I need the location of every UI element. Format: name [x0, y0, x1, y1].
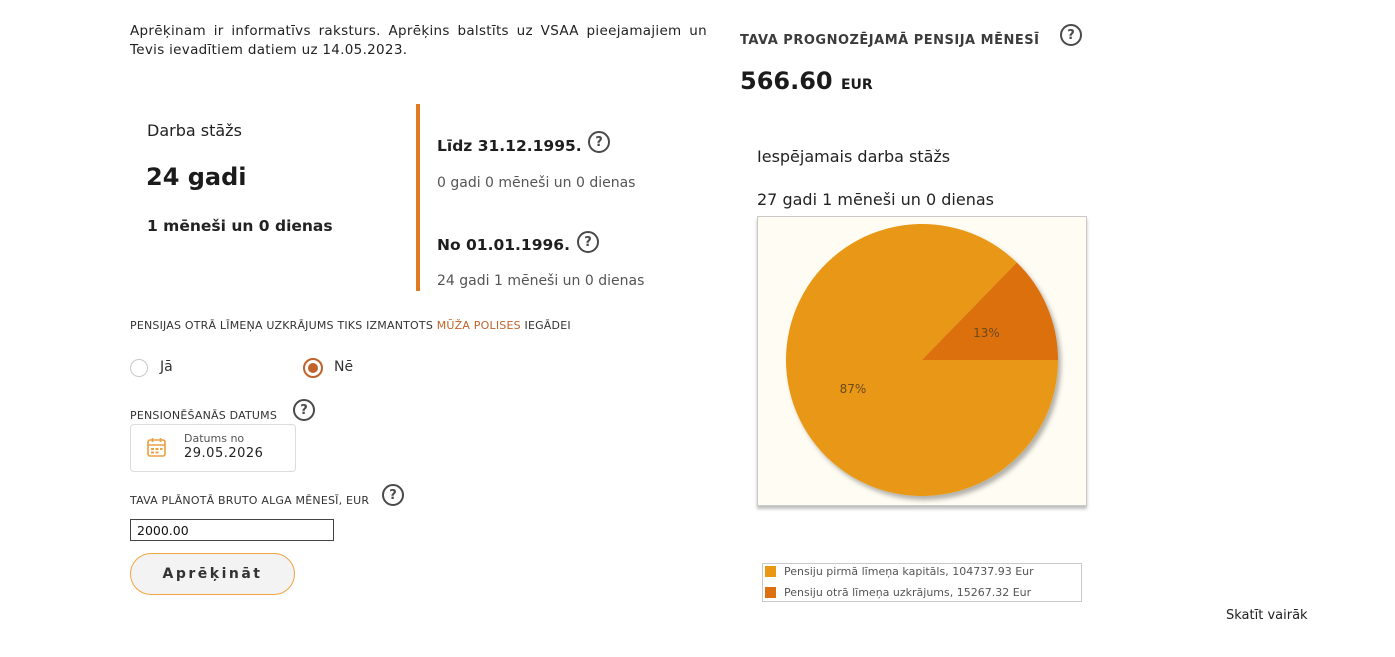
second-pillar-label-start: PENSIJAS OTRĀ LĪMEŅA UZKRĀJUMS TIKS IZMA… [130, 319, 437, 332]
pie-label-first-pillar: 87% [840, 382, 867, 396]
legend-label-first-pillar: Pensiju pirmā līmeņa kapitāls, 104737.93… [784, 565, 1034, 578]
second-pillar-label-end: IEGĀDEI [520, 319, 571, 332]
chart-legend [762, 563, 1082, 602]
radio-yes-label[interactable]: Jā [160, 359, 173, 375]
pension-amount-value: 566.60 [740, 67, 833, 95]
retirement-date-help-icon[interactable]: ? [293, 399, 315, 421]
retirement-date-small-label: Datums no [184, 432, 245, 445]
radio-no[interactable] [303, 358, 323, 378]
legend-item-second-pillar: Pensiju otrā līmeņa uzkrājums, 15267.32 … [765, 586, 1031, 599]
calendar-icon[interactable] [146, 436, 168, 458]
legend-swatch-second-pillar [765, 587, 776, 598]
legend-label-second-pillar: Pensiju otrā līmeņa uzkrājums, 15267.32 … [784, 586, 1032, 599]
pension-title: TAVA PROGNOZĒJAMĀ PENSIJA MĒNESĪ [740, 33, 1040, 48]
period-after-1996-help-icon[interactable]: ? [577, 231, 599, 253]
calculate-button[interactable]: Aprēķināt [130, 553, 295, 595]
pie-chart: 87% 13% [786, 224, 1058, 496]
pie-label-second-pillar: 13% [973, 326, 1000, 340]
possible-experience-value: 27 gadi 1 mēneši un 0 dienas [757, 190, 994, 209]
period-after-1996-value: 24 gadi 1 mēneši un 0 dienas [437, 273, 645, 289]
period-after-1996-title: No 01.01.1996. [437, 236, 570, 254]
orange-divider [416, 104, 420, 291]
work-experience-rest: 1 mēneši un 0 dienas [147, 217, 333, 235]
pension-unit: EUR [840, 77, 873, 93]
pie-slice-second-pillar [922, 262, 1058, 360]
radio-no-label[interactable]: Nē [334, 359, 354, 375]
possible-experience-title: Iespējamais darba stāžs [757, 147, 951, 166]
retirement-date-label: PENSIONĒŠANĀS DATUMS [130, 409, 278, 422]
period-before-1996-title: Līdz 31.12.1995. [437, 137, 582, 155]
retirement-date-value: 29.05.2026 [184, 446, 264, 461]
pension-help-icon[interactable]: ? [1060, 24, 1082, 46]
work-experience-years: 24 gadi [146, 163, 247, 191]
life-policy-link[interactable]: MŪŽA POLISES [436, 319, 521, 332]
work-experience-title: Darba stāžs [147, 121, 242, 140]
second-pillar-label: PENSIJAS OTRĀ LĪMEŅA UZKRĀJUMS TIKS IZMA… [130, 319, 571, 332]
period-before-1996-help-icon[interactable]: ? [588, 131, 610, 153]
pension-amount: 566.60 EUR [740, 67, 873, 95]
salary-help-icon[interactable]: ? [382, 484, 404, 506]
period-before-1996-value: 0 gadi 0 mēneši un 0 dienas [437, 175, 636, 191]
radio-yes[interactable] [130, 359, 148, 377]
pie-chart-container: 87% 13% [757, 216, 1087, 506]
see-more-link[interactable]: Skatīt vairāk [1226, 608, 1308, 623]
legend-item-first-pillar: Pensiju pirmā līmeņa kapitāls, 104737.93… [765, 565, 1034, 578]
intro-text: Aprēķinam ir informatīvs raksturs. Aprēķ… [130, 23, 707, 58]
salary-input[interactable] [130, 519, 334, 541]
legend-swatch-first-pillar [765, 566, 776, 577]
salary-label: TAVA PLĀNOTĀ BRUTO ALGA MĒNESĪ, EUR [130, 494, 370, 507]
